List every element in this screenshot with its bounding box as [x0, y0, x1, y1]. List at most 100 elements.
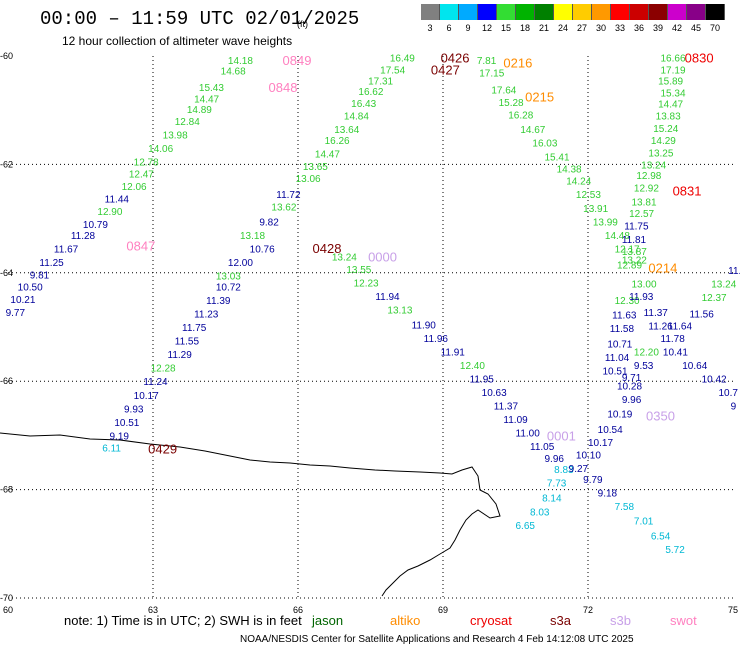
swh-value: 11.28	[71, 231, 96, 242]
swh-value: 9.96	[545, 454, 565, 465]
swh-value: 14.68	[221, 67, 246, 78]
lon-tick-label: 75	[728, 605, 738, 615]
pass-time-s3a: 0427	[431, 63, 460, 78]
lat-tick-label: -66	[0, 376, 13, 386]
swh-value: 15.43	[199, 83, 224, 94]
swh-value: 13.81	[632, 197, 657, 208]
swh-value: 5.72	[665, 545, 685, 556]
swh-value: 10.79	[83, 220, 108, 231]
swh-value: 8.14	[542, 494, 562, 505]
swh-value: 14.47	[315, 150, 340, 161]
swh-value: 10.28	[617, 382, 642, 393]
note-text: note: 1) Time is in UTC; 2) SWH is in fe…	[64, 613, 302, 628]
swh-value: 11.37	[644, 308, 669, 319]
color-swatch-15	[497, 4, 516, 20]
swh-value: 17.31	[368, 76, 393, 87]
color-label-21: 21	[538, 23, 549, 33]
swh-value: 11.26	[648, 321, 673, 332]
swh-value: 9.18	[598, 488, 618, 499]
swh-value: 11.78	[661, 334, 686, 345]
swh-value: 13.55	[346, 265, 371, 276]
swh-value: 14.18	[228, 56, 253, 67]
pass-time-swot: 0848	[269, 80, 298, 95]
swh-value: 11.56	[690, 309, 715, 320]
lat-tick-label: -70	[0, 593, 13, 603]
swh-value: 11.90	[412, 320, 437, 331]
color-swatch-21	[535, 4, 554, 20]
swh-value: 13.24	[711, 280, 736, 291]
swh-value: 7.81	[477, 56, 497, 67]
color-label-12: 12	[481, 23, 492, 33]
swh-value: 11.58	[610, 324, 635, 335]
swh-value: 12.20	[634, 347, 659, 358]
swh-value: 13.18	[240, 231, 265, 242]
lat-tick-label: -62	[0, 159, 13, 169]
swh-value: 10.72	[216, 282, 241, 293]
swh-value: 11.	[728, 266, 740, 277]
color-swatch-9	[459, 4, 478, 20]
swh-value: 9	[731, 402, 737, 413]
note-row: note: 1) Time is in UTC; 2) SWH is in fe…	[64, 613, 697, 628]
color-swatch-39	[649, 4, 668, 20]
color-scale-unit: (ft)	[297, 19, 308, 29]
swh-value: 16.03	[532, 139, 557, 150]
swh-value: 10.76	[250, 244, 275, 255]
swh-value: 6.11	[102, 443, 121, 454]
swh-value: 12.40	[460, 361, 485, 372]
swh-value: 10.19	[607, 410, 632, 421]
swh-value: 14.48	[605, 231, 630, 242]
pass-time-cryosat: 0830	[685, 51, 714, 66]
pass-time-s3b: 0350	[646, 408, 675, 423]
swh-value: 14.24	[566, 177, 591, 188]
swh-value: 12.30	[615, 296, 640, 307]
swh-value: 11.75	[624, 222, 649, 233]
color-label-27: 27	[576, 23, 587, 33]
swh-value: 11.67	[54, 244, 79, 255]
swh-value: 12.92	[634, 184, 659, 195]
swh-value: 11.91	[441, 347, 466, 358]
swh-value: 13.64	[334, 125, 359, 136]
swh-value: 10.42	[702, 374, 727, 385]
swh-value: 13.65	[303, 162, 328, 173]
swh-value: 13.13	[387, 306, 412, 317]
swh-value: 9.96	[622, 395, 642, 406]
swh-value: 14.84	[344, 112, 369, 123]
swh-value: 12.98	[636, 171, 661, 182]
swh-value: 14.06	[148, 144, 173, 155]
swh-value: 11.23	[194, 309, 219, 320]
pass-time-altika: 0214	[648, 260, 677, 275]
color-swatch-33	[611, 4, 630, 20]
swh-value: 11.72	[276, 190, 301, 201]
lon-tick-label: 69	[438, 605, 448, 615]
pass-time-cryosat: 0831	[673, 183, 702, 198]
swh-value: 14.47	[194, 94, 219, 105]
mission-legend-jason: jason	[312, 613, 344, 628]
swh-value: 12.06	[122, 182, 147, 193]
swh-value: 16.43	[351, 99, 376, 110]
swh-value: 10.17	[588, 438, 613, 449]
swh-value: 17.19	[661, 66, 686, 77]
swh-value: 16.49	[390, 54, 415, 65]
color-label-24: 24	[557, 23, 568, 33]
lat-tick-label: -68	[0, 485, 13, 495]
swh-value: 17.54	[380, 66, 405, 77]
swh-value: 13.24	[641, 160, 666, 171]
mission-legend-s3a: s3a	[550, 613, 571, 628]
swh-value: 11.75	[182, 323, 207, 334]
swh-value: 11.24	[143, 377, 168, 388]
mission-legend-swot: swot	[670, 613, 697, 628]
swh-value: 9.81	[30, 270, 50, 281]
swh-value: 12.53	[576, 190, 601, 201]
color-label-36: 36	[633, 23, 644, 33]
map-grid	[8, 56, 733, 599]
color-swatch-3	[421, 4, 440, 20]
color-swatch-24	[554, 4, 573, 20]
mission-legend-s3b: s3b	[610, 613, 631, 628]
swh-value: 12.89	[617, 261, 642, 272]
swh-value: 11.25	[39, 258, 64, 269]
lat-tick-label: -60	[0, 51, 13, 61]
swh-value: 12.90	[97, 207, 122, 218]
swh-value: 10.50	[18, 282, 43, 293]
pass-time-swot: 0849	[283, 53, 312, 68]
